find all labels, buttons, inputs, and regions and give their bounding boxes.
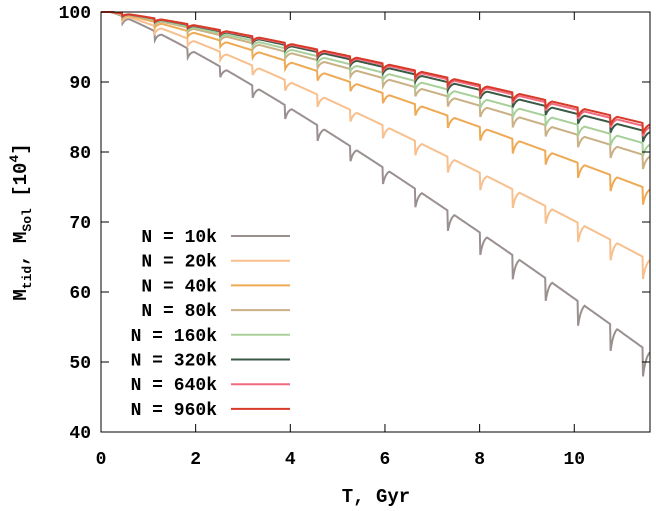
x-tick-label: 2 [190, 450, 201, 470]
series-layer [101, 11, 651, 377]
x-axis-label: T, Gyr [342, 486, 410, 508]
legend-label: N = 160k [131, 327, 218, 347]
axis-ticks: 40 50 60 70 80 90 100 0 2 4 6 8 10 [59, 4, 650, 470]
legend-label: N = 80k [141, 302, 217, 322]
series-line [101, 11, 651, 156]
y-tick-label: 60 [69, 284, 91, 304]
legend-label: N = 20k [141, 253, 217, 273]
series-line [101, 11, 651, 377]
legend: N = 10k N = 20k N = 40k N = 80k N = 160k N = … [131, 228, 290, 421]
series-line [101, 11, 651, 205]
legend-label: N = 10k [141, 228, 217, 248]
y-label-sub-tid: tid [20, 266, 35, 289]
y-label-mid: , M [10, 232, 32, 266]
x-tick-label: 6 [380, 450, 391, 470]
y-tick-label: 40 [69, 424, 91, 444]
y-tick-label: 100 [59, 4, 91, 24]
series-line [101, 11, 651, 134]
x-tick-label: 4 [285, 450, 296, 470]
x-tick-label: 8 [474, 450, 485, 470]
legend-label: N = 960k [131, 401, 218, 421]
y-label-unit-close: ] [10, 143, 32, 154]
y-axis-label: Mtid, MSol [104] [7, 143, 35, 300]
legend-label: N = 40k [141, 277, 217, 297]
y-tick-label: 90 [69, 74, 91, 94]
y-label-main: M [10, 289, 32, 300]
y-tick-label: 70 [69, 214, 91, 234]
legend-label: N = 320k [131, 352, 218, 372]
x-tick-label: 10 [563, 450, 585, 470]
series-line [101, 11, 651, 170]
y-label-unit-sup: 4 [7, 155, 22, 163]
y-label-unit-open: [10 [10, 163, 32, 209]
legend-label: N = 640k [131, 376, 218, 396]
x-tick-label: 0 [96, 450, 107, 470]
y-label-sub-sol: Sol [20, 208, 35, 232]
series-line [101, 11, 651, 280]
y-tick-label: 80 [69, 144, 91, 164]
y-tick-label: 50 [69, 354, 91, 374]
